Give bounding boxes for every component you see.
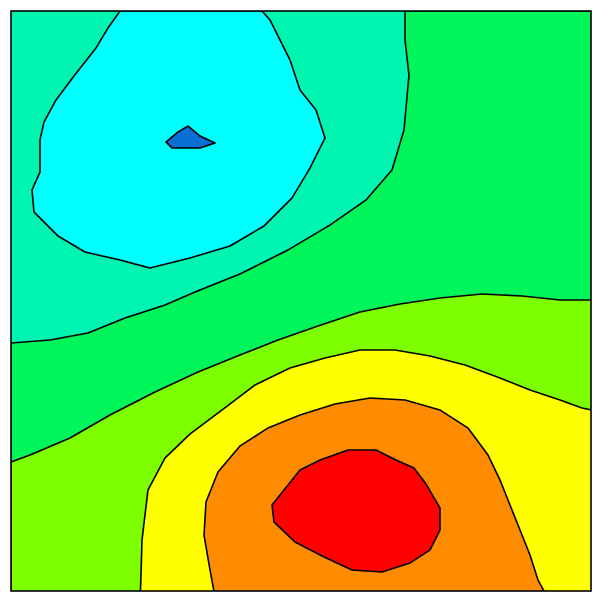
plot-frame <box>10 10 592 592</box>
contour-region-level-8 <box>271 449 441 573</box>
contour-region-level-3 <box>165 125 216 149</box>
